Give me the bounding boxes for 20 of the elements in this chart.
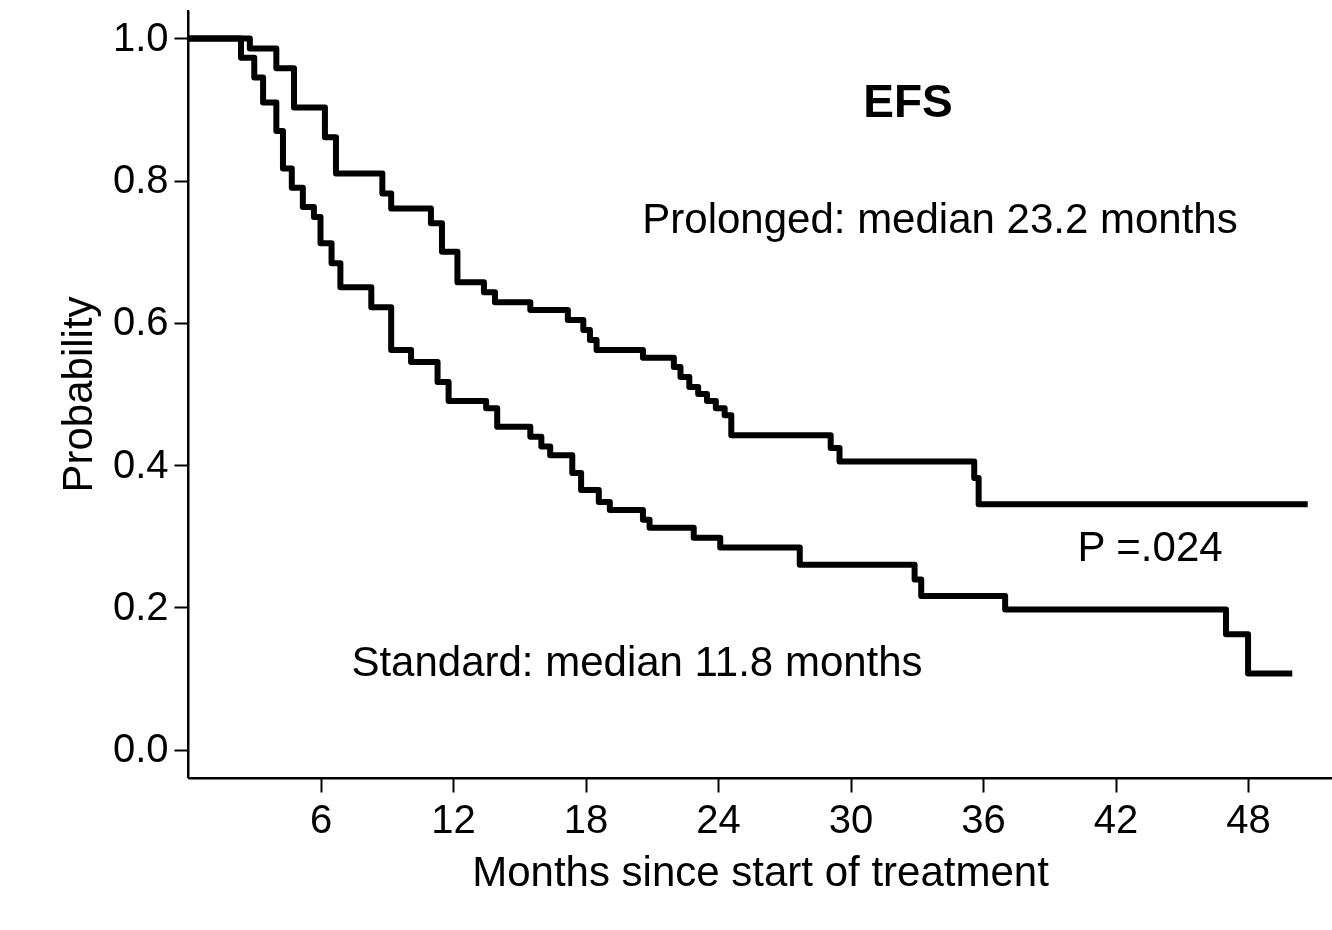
x-tick-label: 48 (1226, 796, 1271, 841)
y-tick-label: 0.4 (112, 441, 169, 486)
x-axis-title: Months since start of treatment (472, 847, 1050, 895)
y-tick-label: 0.8 (112, 157, 169, 202)
text: EFS (863, 75, 953, 127)
y-tick-label: 0.2 (112, 583, 169, 628)
y-tick-label: 0.6 (112, 299, 169, 344)
x-tick-label: 42 (1093, 796, 1139, 841)
x-tick-label: 30 (828, 796, 874, 841)
x-tick-label: 24 (696, 796, 741, 841)
annotation: Prolonged: median 23.2 months (642, 195, 1238, 242)
x-tick-label: 18 (563, 796, 609, 841)
y-tick-label: 1.0 (112, 14, 169, 59)
x-tick-label: 12 (431, 796, 476, 841)
x-tick-label: 36 (961, 796, 1006, 841)
annotation: P =.024 (1077, 523, 1223, 570)
x-tick-label: 6 (309, 796, 333, 841)
y-axis-title: Probability (53, 296, 101, 493)
annotation: Standard: median 11.8 months (351, 638, 923, 685)
y-tick-label: 0.0 (112, 726, 169, 771)
